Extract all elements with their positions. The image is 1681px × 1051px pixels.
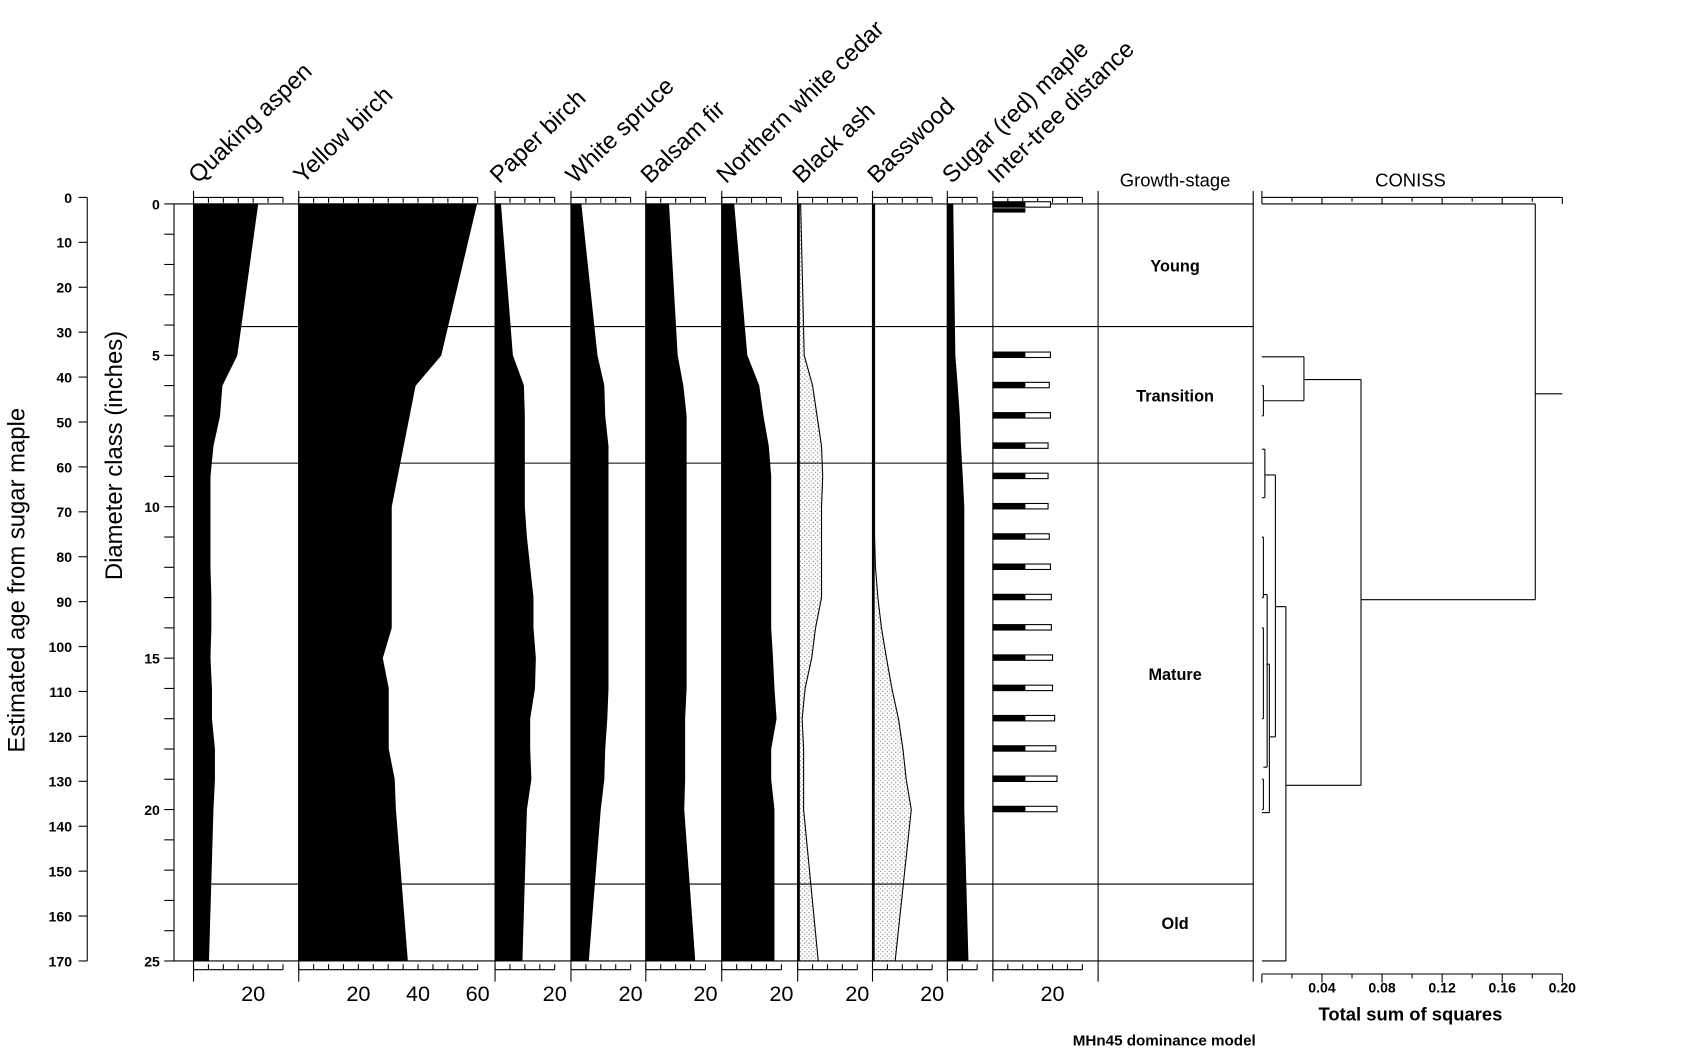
series-area-black-ash (797, 203, 824, 962)
coniss-tick-label: 0.20 (1549, 979, 1577, 995)
age-tick-label: 40 (56, 369, 72, 385)
zone-label-old: Old (1162, 915, 1189, 933)
coniss-tick-label: 0.08 (1368, 979, 1396, 995)
growth-stage-title: Growth-stage (1120, 170, 1231, 191)
coniss-tick-label: 0.12 (1428, 979, 1456, 995)
depth-tick-label: 5 (152, 348, 160, 364)
inter-tree-bar-black (992, 745, 1026, 752)
depth-tick-label: 10 (144, 499, 160, 515)
bottom-tick-label: 20 (769, 981, 793, 1006)
coniss-title: CONISS (1375, 170, 1446, 191)
inter-tree-bar-black (992, 442, 1026, 449)
age-tick-label: 110 (49, 684, 72, 700)
age-tick-label: 140 (49, 819, 73, 835)
age-tick-label: 60 (56, 459, 72, 475)
inter-tree-bar-black (992, 201, 1026, 208)
inter-tree-bar-black (992, 208, 1026, 213)
bottom-tick-label: 20 (619, 981, 643, 1006)
age-tick-label: 80 (56, 549, 72, 565)
depth-tick-label: 25 (144, 953, 160, 969)
series-area-white-spruce (570, 203, 609, 962)
series-area-basswood (871, 203, 912, 962)
age-tick-label: 50 (56, 414, 72, 430)
bottom-tick-label: 60 (466, 981, 490, 1006)
inter-tree-bar-black (992, 594, 1026, 600)
age-tick-label: 0 (64, 190, 72, 206)
inter-tree-bar-black (992, 564, 1026, 570)
inter-tree-bar-black (992, 503, 1026, 509)
inter-tree-bar-black (992, 382, 1026, 388)
series-base-bar (797, 203, 800, 961)
bottom-tick-label: 20 (693, 981, 717, 1006)
age-tick-label: 20 (56, 280, 72, 296)
series-base-bar (872, 203, 875, 961)
bottom-tick-label: 20 (346, 981, 370, 1006)
series-area-balsam-fir (645, 203, 696, 962)
age-tick-label: 10 (56, 235, 72, 251)
inter-tree-bar-black (992, 352, 1026, 358)
depth-tick-label: 20 (144, 802, 160, 818)
bottom-tick-label: 20 (845, 981, 869, 1006)
coniss-xlabel: Total sum of squares (1319, 1004, 1503, 1025)
age-tick-label: 100 (49, 639, 73, 655)
age-tick-label: 150 (49, 864, 73, 880)
inter-tree-bar-black (992, 654, 1026, 661)
depth-tick-label: 15 (144, 651, 160, 667)
series-area-sugar-red-maple (946, 203, 969, 962)
depth-tick-label: 0 (152, 196, 160, 212)
inter-tree-bar-black (992, 412, 1026, 419)
age-tick-label: 160 (49, 908, 73, 924)
bottom-tick-label: 20 (920, 981, 944, 1006)
caption: MHn45 dominance model (1073, 1033, 1256, 1050)
inter-tree-bar-black (992, 473, 1026, 479)
zone-label-mature: Mature (1148, 666, 1201, 684)
zone-label-transition: Transition (1136, 387, 1214, 405)
age-tick-label: 30 (56, 325, 72, 341)
age-axis-title: Estimated age from sugar maple (3, 408, 30, 753)
bottom-tick-label: 20 (543, 981, 567, 1006)
series-area-paper-birch (494, 203, 536, 962)
bottom-tick-label: 40 (406, 981, 430, 1006)
age-tick-label: 70 (56, 504, 72, 520)
age-tick-label: 120 (49, 729, 73, 745)
series-header: Yellow birch (288, 81, 398, 188)
coniss-tick-label: 0.16 (1489, 979, 1517, 995)
age-tick-label: 170 (49, 953, 73, 969)
age-tick-label: 130 (49, 774, 73, 790)
inter-tree-bar-black (992, 715, 1026, 721)
zone-label-young: Young (1150, 258, 1199, 276)
inter-tree-bar-black (992, 806, 1026, 812)
series-area-quaking-aspen (192, 203, 259, 962)
inter-tree-bar-black (992, 685, 1026, 691)
depth-axis-title: Diameter class (inches) (101, 331, 128, 580)
bottom-tick-label: 20 (1040, 981, 1064, 1006)
series-area-yellow-birch (298, 203, 478, 962)
inter-tree-bar-black (992, 776, 1026, 782)
inter-tree-bar-black (992, 533, 1026, 540)
bottom-tick-label: 20 (241, 981, 265, 1006)
coniss-tick-label: 0.04 (1308, 979, 1336, 995)
series-area-northern-white-cedar (721, 203, 777, 962)
age-tick-label: 90 (56, 594, 72, 610)
inter-tree-bar-black (992, 624, 1026, 631)
